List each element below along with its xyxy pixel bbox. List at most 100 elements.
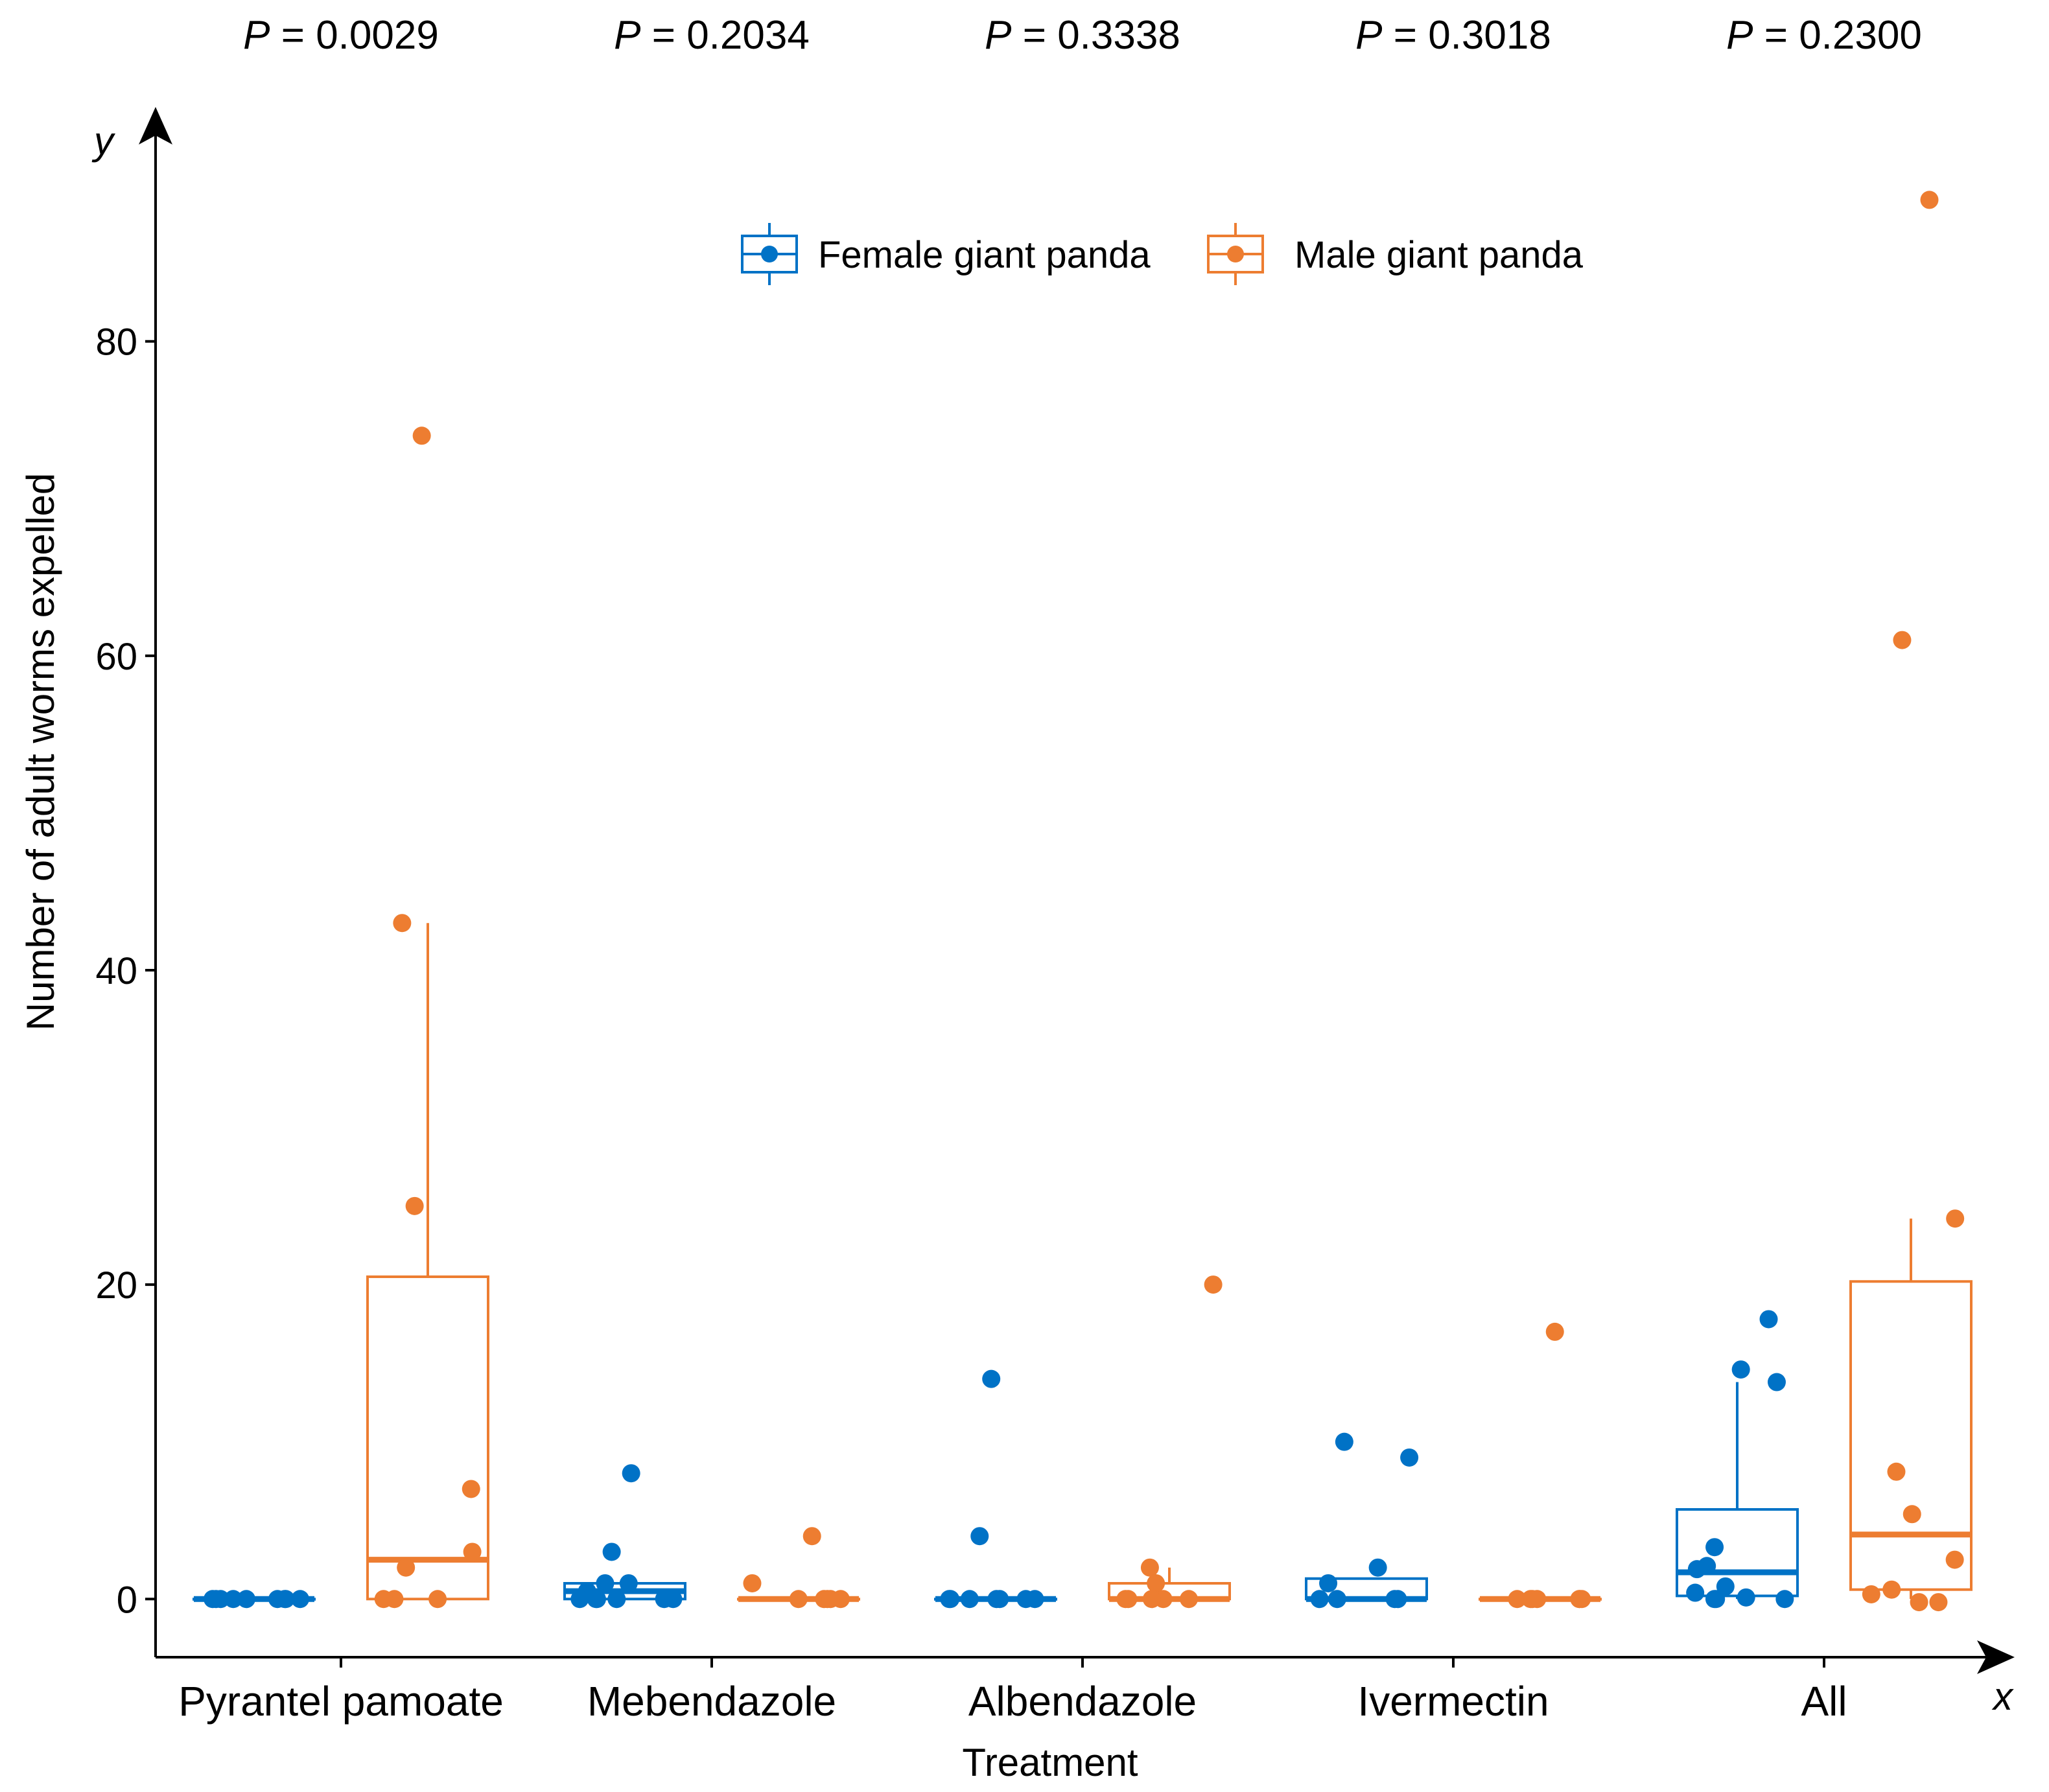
box: [366, 1275, 489, 1601]
p-value-label: P = 0.2034: [614, 13, 810, 58]
data-point: [1508, 1590, 1527, 1609]
data-point: [1204, 1275, 1223, 1294]
data-point: [1707, 1590, 1726, 1609]
data-point: [1686, 1583, 1705, 1602]
plot-area: [193, 191, 1973, 1612]
data-point: [1862, 1585, 1880, 1603]
legend-item: Female giant panda: [741, 223, 1151, 285]
p-value-label: P = 0.0029: [243, 13, 439, 58]
y-axis-title: Number of adult worms expelled: [19, 473, 62, 1030]
box-group: [193, 1590, 316, 1609]
data-point: [1180, 1590, 1199, 1609]
box-group: [1108, 1275, 1231, 1609]
data-point: [1016, 1590, 1035, 1609]
axes: [139, 107, 2015, 1674]
data-point: [428, 1590, 447, 1609]
box-group: [934, 1369, 1057, 1609]
legend-point: [761, 246, 778, 262]
p-value-label: P = 0.3018: [1355, 13, 1551, 58]
x-axis-arrowhead: [1977, 1640, 2015, 1674]
data-point: [463, 1542, 482, 1561]
data-point: [587, 1590, 606, 1609]
data-point: [1945, 1550, 1964, 1569]
data-point: [1523, 1590, 1541, 1609]
data-point: [1368, 1558, 1387, 1577]
box-group: [737, 1527, 860, 1609]
data-point: [1705, 1538, 1724, 1557]
data-point: [290, 1590, 309, 1609]
legend-item: Male giant panda: [1207, 223, 1584, 285]
data-point: [374, 1590, 393, 1609]
data-point: [622, 1464, 640, 1483]
data-point: [1147, 1574, 1165, 1592]
box: [1849, 1280, 1973, 1591]
box-group: [1479, 1322, 1602, 1609]
data-point: [970, 1527, 989, 1546]
data-point: [1910, 1593, 1928, 1612]
data-point: [1929, 1593, 1948, 1612]
x-tick-label: Pyrantel pamoate: [178, 1678, 504, 1725]
box-group: [366, 426, 489, 1609]
y-tick-label: 0: [117, 1579, 137, 1621]
data-point: [1882, 1580, 1901, 1599]
data-point: [1716, 1577, 1735, 1596]
y-tick-label: 80: [95, 321, 137, 364]
data-point: [1920, 191, 1939, 209]
legend-label: Male giant panda: [1294, 234, 1584, 276]
data-point: [1687, 1560, 1706, 1579]
data-point: [664, 1590, 683, 1609]
data-point: [1319, 1574, 1338, 1592]
y-axis-arrowhead: [139, 107, 172, 145]
data-point: [1328, 1590, 1346, 1609]
data-point: [789, 1590, 808, 1609]
data-point: [462, 1480, 480, 1498]
data-point: [1140, 1558, 1159, 1577]
x-tick-label: Mebendazole: [587, 1678, 836, 1725]
box-group: [1305, 1432, 1428, 1609]
data-point: [1759, 1310, 1778, 1329]
data-point: [1903, 1505, 1921, 1524]
data-point: [1887, 1462, 1906, 1481]
data-point: [393, 914, 412, 933]
data-point: [405, 1196, 424, 1215]
p-value-label: P = 0.2300: [1726, 13, 1922, 58]
p-value-label: P = 0.3338: [985, 13, 1180, 58]
data-point: [607, 1590, 626, 1609]
data-point: [1731, 1360, 1750, 1379]
x-tick-label: Ivermectin: [1357, 1678, 1549, 1725]
data-point: [596, 1574, 615, 1592]
x-tick-label: All: [1801, 1678, 1847, 1725]
data-point: [1767, 1373, 1786, 1391]
data-point: [619, 1574, 638, 1592]
x-axis-title: Treatment: [962, 1741, 1138, 1784]
y-tick-label: 60: [95, 636, 137, 678]
data-point: [1946, 1209, 1965, 1228]
data-point: [412, 426, 431, 445]
data-point: [397, 1558, 416, 1577]
data-point: [237, 1590, 255, 1609]
data-point: [602, 1542, 621, 1561]
data-point: [743, 1574, 762, 1592]
data-point: [570, 1590, 589, 1609]
data-point: [224, 1590, 242, 1609]
data-point: [1737, 1588, 1755, 1607]
data-point: [1400, 1448, 1419, 1467]
x-ticks: Pyrantel pamoate Mebendazole Albendazole Iv…: [178, 1657, 1847, 1725]
box-group: [1849, 191, 1973, 1612]
data-point: [1545, 1322, 1564, 1341]
box-group: [1676, 1310, 1799, 1609]
data-point: [1142, 1590, 1161, 1609]
data-point: [802, 1527, 821, 1546]
data-point: [1573, 1590, 1591, 1609]
legend-label: Female giant panda: [818, 234, 1151, 276]
data-point: [1335, 1432, 1353, 1451]
data-point: [207, 1590, 226, 1609]
y-axis-marker: y: [91, 119, 116, 163]
p-values-row: P = 0.0029 P = 0.2034 P = 0.3338 P = 0.3018…: [243, 13, 1922, 58]
data-point: [987, 1590, 1006, 1609]
y-tick-label: 20: [95, 1264, 137, 1307]
box: [1676, 1507, 1799, 1598]
data-point: [960, 1590, 979, 1609]
data-point: [940, 1590, 959, 1609]
